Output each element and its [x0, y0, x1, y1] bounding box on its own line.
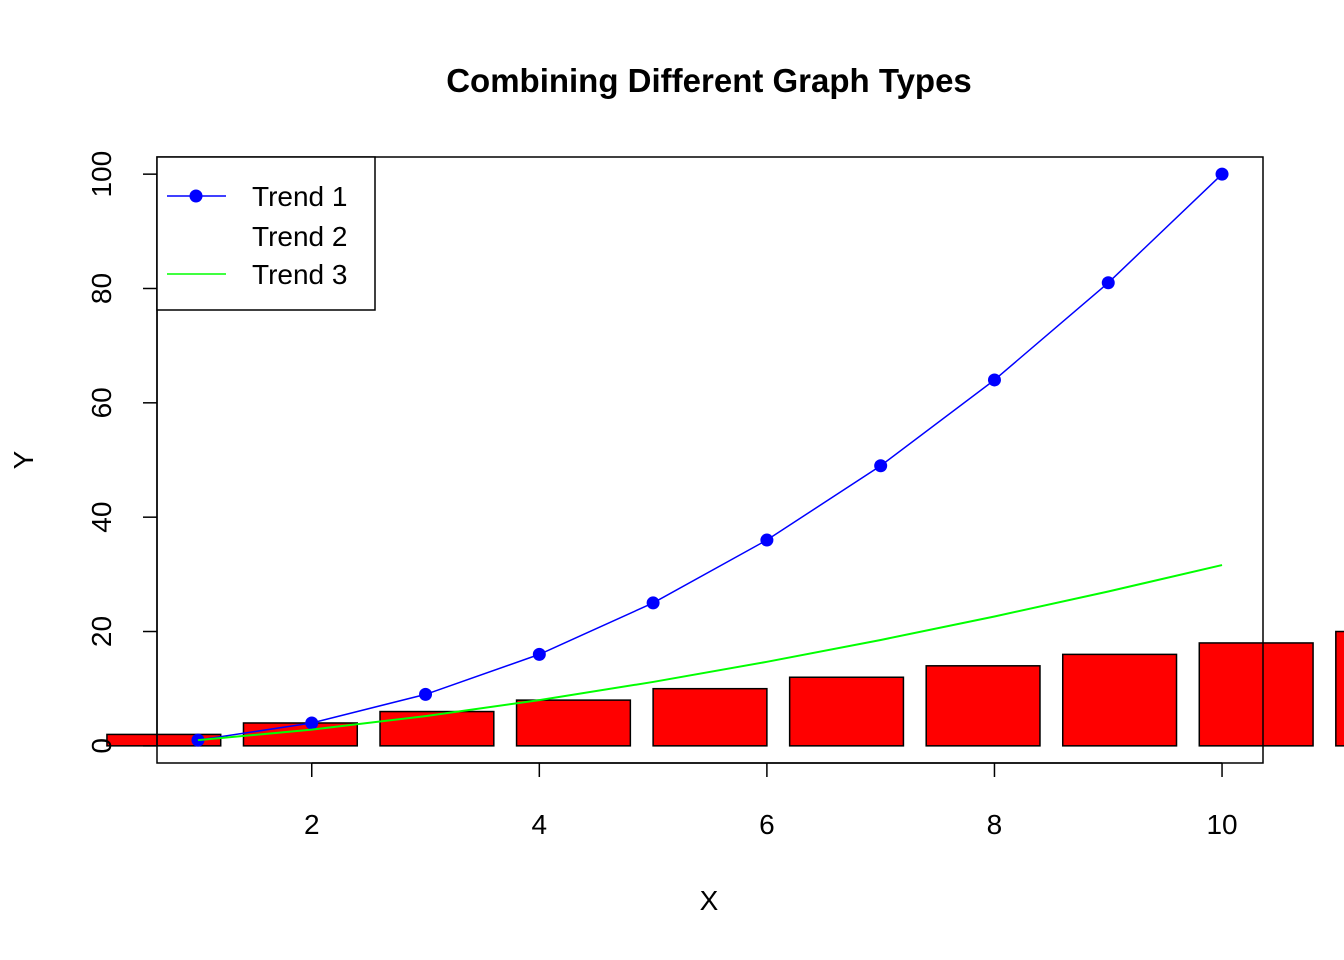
data-point [419, 687, 433, 701]
bar [925, 665, 1041, 747]
legend: Trend 1 Trend 2 Trend 3 [156, 156, 376, 311]
x-axis-label: X [700, 885, 719, 916]
x-tick-label: 10 [1206, 809, 1237, 840]
bars-layer [106, 630, 1344, 747]
data-point [1101, 276, 1115, 290]
bar [515, 699, 632, 747]
data-point [874, 459, 888, 473]
y-axis: 0 20 40 60 80 100 [86, 151, 158, 754]
bar [379, 710, 495, 747]
chart-title: Combining Different Graph Types [446, 62, 972, 99]
data-point [305, 716, 319, 730]
series-line-trend-3 [197, 564, 1223, 742]
series-line-trend-1 [197, 173, 1223, 741]
x-tick-label: 4 [532, 809, 548, 840]
legend-label: Trend 2 [252, 221, 347, 252]
data-point [760, 533, 774, 547]
legend-marker [189, 189, 203, 203]
legend-label: Trend 1 [252, 181, 347, 212]
y-tick-label: 100 [86, 151, 117, 198]
legend-label: Trend 3 [252, 259, 347, 290]
y-tick-label: 20 [86, 616, 117, 647]
data-point [646, 596, 660, 610]
lines-layer [191, 167, 1229, 747]
bar [106, 733, 222, 747]
data-point [1215, 167, 1229, 181]
data-point [532, 647, 546, 661]
y-tick-label: 40 [86, 502, 117, 533]
bar [788, 676, 905, 747]
y-tick-label: 60 [86, 387, 117, 418]
bar [1198, 642, 1314, 747]
bar [1335, 630, 1344, 747]
y-tick-label: 80 [86, 273, 117, 304]
x-tick-label: 8 [987, 809, 1003, 840]
x-axis: 2 4 6 8 10 [304, 762, 1238, 840]
x-tick-label: 6 [759, 809, 775, 840]
y-tick-label: 0 [86, 738, 117, 754]
x-tick-label: 2 [304, 809, 320, 840]
bar [1061, 653, 1178, 747]
bar [652, 687, 768, 747]
legend-box [156, 156, 376, 311]
data-point [987, 373, 1001, 387]
y-axis-label: Y [8, 450, 39, 469]
